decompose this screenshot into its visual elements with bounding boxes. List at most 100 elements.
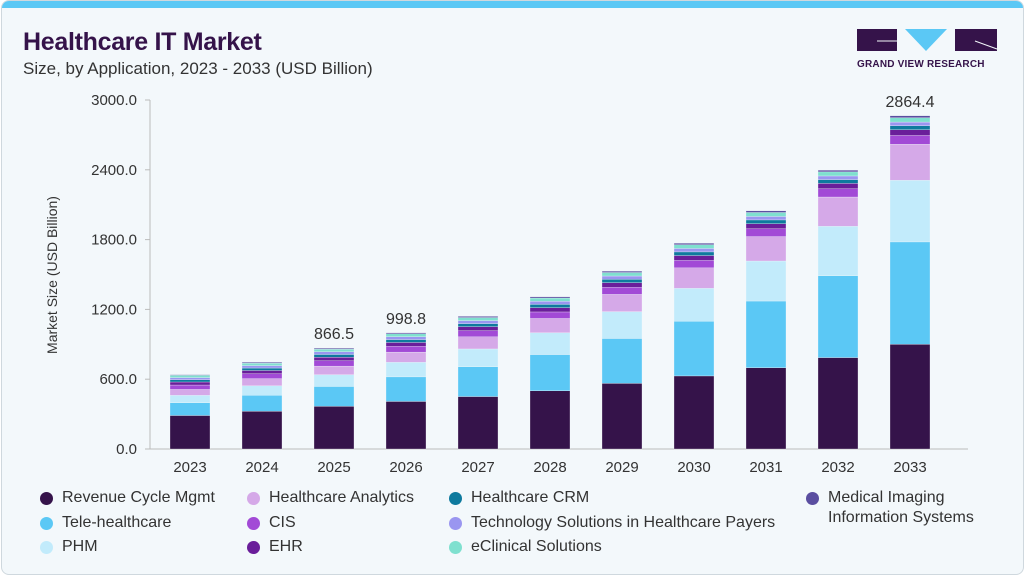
bar-segment-healthcare-analytics-2029: [601, 294, 643, 312]
bar-segment-revenue-cycle-mgmt-2027: [457, 396, 499, 450]
bar-segment-eclinical-solutions-2027: [457, 317, 499, 321]
bar-segment-tele-healthcare-2026: [385, 376, 427, 402]
bar-segment-cis-2027: [457, 330, 499, 338]
bar-segment-technology-solutions-in-healthcare-payers-2030: [673, 248, 715, 253]
legend-label: Tele-healthcare: [62, 514, 172, 531]
bar-segment-phm-2028: [529, 332, 571, 355]
y-tick-label: 1200.0: [91, 301, 137, 318]
legend-item[interactable]: EHR: [247, 537, 303, 557]
bar-segment-revenue-cycle-mgmt-2024: [241, 411, 283, 450]
bar-segment-eclinical-solutions-2033: [889, 117, 931, 123]
x-tick-label: 2024: [245, 459, 278, 476]
bar-segment-healthcare-analytics-2028: [529, 318, 571, 333]
bar-segment-tele-healthcare-2030: [673, 320, 715, 377]
bar-segment-tele-healthcare-2033: [889, 241, 931, 345]
bar-segment-healthcare-crm-2031: [745, 219, 787, 224]
bar-segment-cis-2030: [673, 260, 715, 269]
x-tick-label: 2031: [749, 459, 782, 476]
y-tick-label: 600.0: [99, 371, 137, 388]
legend-label: PHM: [62, 538, 98, 555]
legend-item[interactable]: Tele-healthcare: [40, 513, 171, 533]
bar-segment-revenue-cycle-mgmt-2028: [529, 390, 571, 450]
bar-segment-cis-2024: [241, 373, 283, 379]
bar-segment-technology-solutions-in-healthcare-payers-2029: [601, 275, 643, 280]
bar-segment-eclinical-solutions-2031: [745, 212, 787, 217]
bar-segment-ehr-2030: [673, 255, 715, 261]
x-tick-label: 2028: [533, 459, 566, 476]
x-tick-label: 2032: [821, 459, 854, 476]
bar-segment-ehr-2026: [385, 342, 427, 347]
bar-segment-healthcare-crm-2023: [169, 379, 211, 383]
bar-segment-healthcare-analytics-2030: [673, 267, 715, 289]
legend-item[interactable]: CIS: [247, 513, 296, 533]
legend-item[interactable]: Medical Imaging Information Systems: [806, 488, 1006, 528]
bar-segment-eclinical-solutions-2025: [313, 348, 355, 352]
bar-segment-revenue-cycle-mgmt-2023: [169, 415, 211, 450]
y-tick-label: 3000.0: [91, 92, 137, 109]
bar-segment-phm-2029: [601, 311, 643, 339]
bar-segment-tele-healthcare-2024: [241, 395, 283, 412]
x-tick-label: 2027: [461, 459, 494, 476]
legend-label: EHR: [269, 538, 303, 555]
bar-segment-eclinical-solutions-2028: [529, 297, 571, 302]
legend-item[interactable]: Technology Solutions in Healthcare Payer…: [449, 513, 775, 533]
legend-marker-icon: [247, 541, 260, 554]
bar-segment-ehr-2033: [889, 129, 931, 136]
bar-segment-eclinical-solutions-2024: [241, 362, 283, 366]
bar-segment-healthcare-analytics-2027: [457, 336, 499, 350]
bar-segment-healthcare-crm-2028: [529, 304, 571, 308]
data-label: 2864.4: [886, 94, 935, 111]
bar-segment-technology-solutions-in-healthcare-payers-2033: [889, 121, 931, 126]
bar-segment-phm-2033: [889, 180, 931, 243]
bar-segment-tele-healthcare-2025: [313, 386, 355, 407]
bar-segment-healthcare-analytics-2025: [313, 365, 355, 375]
bar-segment-tele-healthcare-2023: [169, 402, 211, 416]
bar-segment-healthcare-crm-2027: [457, 323, 499, 327]
chart-title: Healthcare IT Market: [23, 28, 262, 56]
bar-segment-technology-solutions-in-healthcare-payers-2027: [457, 320, 499, 324]
legend-item[interactable]: Healthcare Analytics: [247, 488, 414, 508]
x-tick-label: 2030: [677, 459, 710, 476]
accent-bar: [2, 1, 1023, 8]
bar-segment-phm-2024: [241, 385, 283, 396]
bar-segment-phm-2030: [673, 288, 715, 322]
bar-segment-cis-2026: [385, 346, 427, 353]
legend-label: Medical Imaging Information Systems: [828, 489, 974, 526]
y-tick-label: 2400.0: [91, 162, 137, 179]
bar-segment-phm-2025: [313, 374, 355, 387]
bar-segment-revenue-cycle-mgmt-2031: [745, 367, 787, 450]
legend-label: Revenue Cycle Mgmt: [62, 489, 215, 506]
bar-segment-phm-2027: [457, 348, 499, 367]
legend-item[interactable]: Healthcare CRM: [449, 488, 589, 508]
bar-segment-revenue-cycle-mgmt-2033: [889, 344, 931, 450]
bar-segment-cis-2032: [817, 188, 859, 198]
bar-segment-medical-imaging-information-systems-2030: [673, 243, 715, 245]
bar-segment-technology-solutions-in-healthcare-payers-2032: [817, 175, 859, 180]
bar-segment-phm-2031: [745, 260, 787, 302]
legend-label: Healthcare CRM: [471, 489, 590, 506]
bar-segment-technology-solutions-in-healthcare-payers-2026: [385, 336, 427, 340]
bar-segment-cis-2023: [169, 384, 211, 390]
bar-segment-healthcare-analytics-2031: [745, 236, 787, 262]
bar-segment-phm-2023: [169, 395, 211, 403]
chart-subtitle: Size, by Application, 2023 - 2033 (USD B…: [23, 59, 373, 78]
bar-segment-tele-healthcare-2031: [745, 300, 787, 368]
legend-item[interactable]: Revenue Cycle Mgmt: [40, 488, 215, 508]
bar-segment-revenue-cycle-mgmt-2032: [817, 357, 859, 450]
bar-segment-medical-imaging-information-systems-2028: [529, 296, 571, 299]
legend-marker-icon: [40, 541, 53, 554]
legend-item[interactable]: eClinical Solutions: [449, 537, 602, 557]
legend-item[interactable]: PHM: [40, 537, 98, 557]
bar-segment-ehr-2025: [313, 357, 355, 361]
bar-segment-revenue-cycle-mgmt-2029: [601, 383, 643, 450]
bar-segment-healthcare-crm-2029: [601, 279, 643, 283]
bar-segment-healthcare-crm-2024: [241, 367, 283, 371]
bar-segment-revenue-cycle-mgmt-2030: [673, 375, 715, 450]
legend-marker-icon: [247, 517, 260, 530]
bar-segment-ehr-2031: [745, 223, 787, 229]
x-tick-label: 2023: [173, 459, 206, 476]
y-tick-label: 0.0: [116, 441, 137, 458]
bar-segment-ehr-2028: [529, 307, 571, 313]
bar-segment-eclinical-solutions-2023: [169, 375, 211, 378]
